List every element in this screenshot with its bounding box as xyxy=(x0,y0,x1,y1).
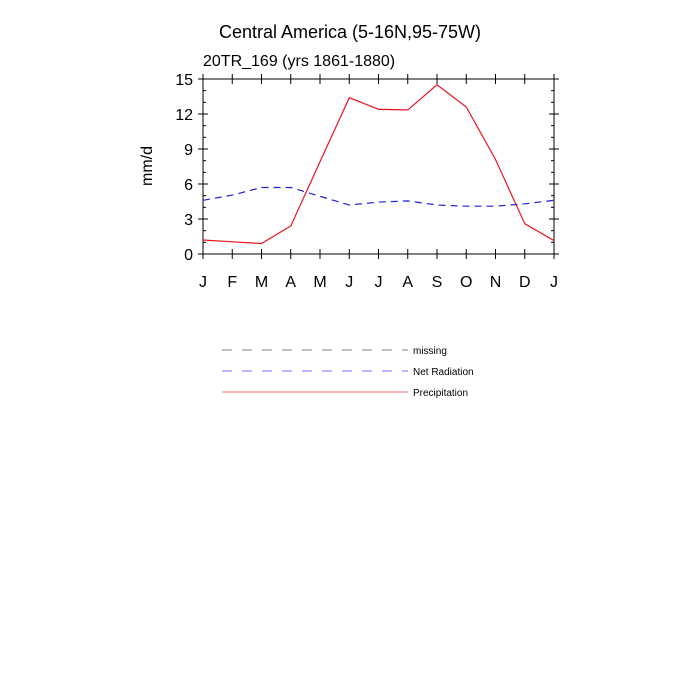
x-tick-label: S xyxy=(432,274,443,291)
legend-label-net-radiation: Net Radiation xyxy=(413,367,474,378)
plot-frame xyxy=(202,78,555,255)
legend: missing Net Radiation Precipitation xyxy=(222,346,474,399)
x-tick-label: N xyxy=(490,274,502,291)
legend-label-missing: missing xyxy=(413,346,447,357)
x-tick-label: D xyxy=(519,274,531,291)
x-tick-label: J xyxy=(345,274,353,291)
net-radiation-line xyxy=(202,186,555,207)
precipitation-line xyxy=(202,84,555,245)
chart-title: Central America (5-16N,95-75W) xyxy=(219,22,481,42)
x-tick-label: O xyxy=(460,274,472,291)
x-tick-label: M xyxy=(255,274,268,291)
y-tick-label: 6 xyxy=(184,177,193,194)
x-tick-label: J xyxy=(199,274,207,291)
x-tick-label: J xyxy=(550,274,558,291)
y-tick-label: 15 xyxy=(175,72,193,89)
x-tick-label: F xyxy=(227,274,237,291)
legend-label-precipitation: Precipitation xyxy=(413,388,468,399)
x-tick-label: A xyxy=(402,274,413,291)
chart-subtitle: 20TR_169 (yrs 1861-1880) xyxy=(203,53,395,70)
x-tick-label: M xyxy=(313,274,326,291)
y-tick-label: 0 xyxy=(184,247,193,264)
y-axis-label: mm/d xyxy=(139,146,156,186)
y-tick-label: 3 xyxy=(184,212,193,229)
x-tick-label: A xyxy=(285,274,296,291)
y-tick-label: 12 xyxy=(175,107,193,124)
series-layer xyxy=(202,84,555,245)
y-tick-label: 9 xyxy=(184,142,193,159)
x-tick-label: J xyxy=(375,274,383,291)
y-axis-ticks: 0 3 6 9 12 15 xyxy=(175,72,559,264)
